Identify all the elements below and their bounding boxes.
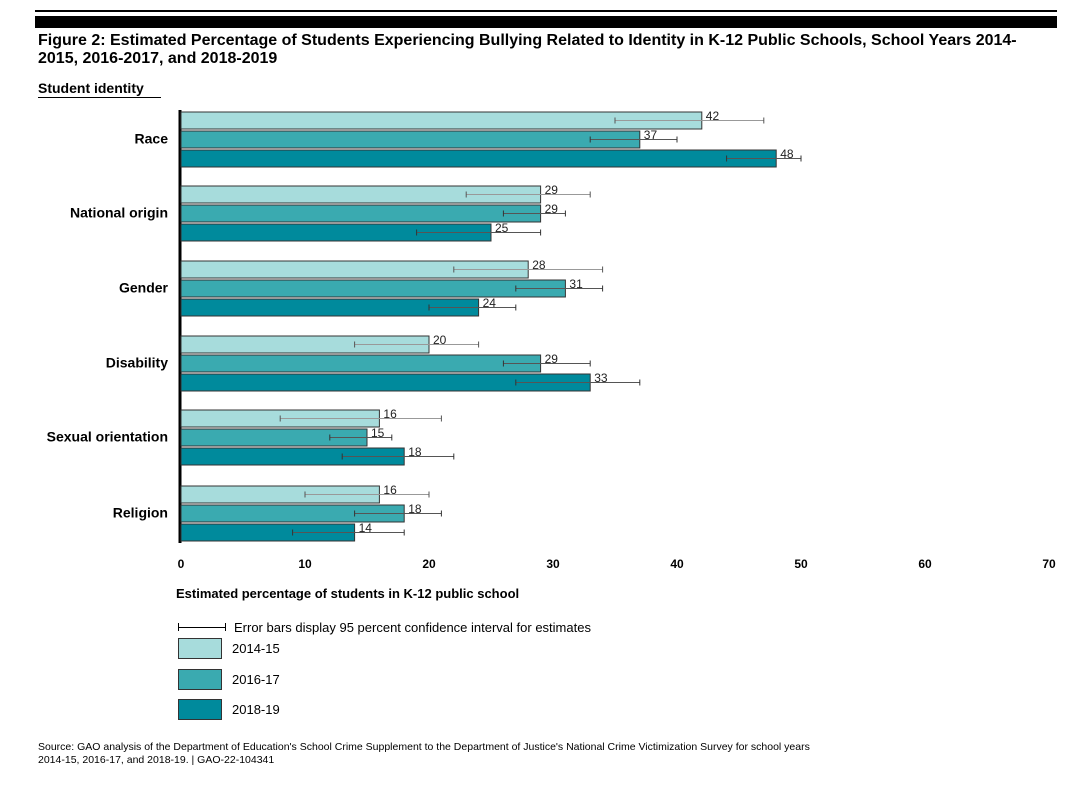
- top-rule-thin: [35, 10, 1057, 12]
- data-label-sexual-orientation-2016-17: 15: [371, 426, 385, 440]
- x-tick-label: 60: [918, 557, 932, 571]
- data-label-disability-2014-15: 20: [433, 333, 447, 347]
- legend-item-2014-15: 2014-15: [178, 638, 280, 659]
- category-label-sexual-orientation: Sexual orientation: [47, 429, 168, 445]
- group-axis-label: Student identity: [38, 80, 161, 98]
- legend-error-bar: Error bars display 95 percent confidence…: [178, 620, 591, 635]
- data-label-gender-2016-17: 31: [569, 277, 583, 291]
- bar-disability-2016-17: [180, 354, 542, 373]
- bar-gender-2016-17: [180, 279, 566, 298]
- data-label-national-origin-2016-17: 29: [545, 202, 559, 216]
- category-label-disability: Disability: [106, 355, 168, 371]
- data-label-religion-2014-15: 16: [383, 483, 397, 497]
- legend-label-2014-15: 2014-15: [232, 641, 280, 656]
- data-label-race-2016-17: 37: [644, 128, 658, 142]
- error-bar-symbol: [178, 623, 226, 632]
- data-label-race-2014-15: 42: [706, 109, 720, 123]
- data-label-national-origin-2018-19: 25: [495, 221, 509, 235]
- category-label-gender: Gender: [119, 280, 169, 296]
- legend-error-note: Error bars display 95 percent confidence…: [234, 620, 591, 635]
- legend-label-2018-19: 2018-19: [232, 702, 280, 717]
- x-tick-label: 10: [298, 557, 312, 571]
- data-label-national-origin-2014-15: 29: [545, 183, 559, 197]
- legend-swatch-2018-19: [178, 699, 222, 720]
- x-tick-label: 30: [546, 557, 560, 571]
- x-axis-title: Estimated percentage of students in K-12…: [176, 586, 520, 601]
- bar-race-2016-17: [180, 130, 641, 149]
- bar-national-origin-2016-17: [180, 204, 542, 223]
- source-note: Source: GAO analysis of the Department o…: [38, 741, 810, 766]
- x-tick-label: 0: [178, 557, 185, 571]
- x-tick-label: 70: [1042, 557, 1056, 571]
- top-rule-thick: [35, 16, 1057, 28]
- figure-title: Figure 2: Estimated Percentage of Studen…: [38, 32, 1017, 67]
- x-tick-label: 40: [670, 557, 684, 571]
- legend-item-2016-17: 2016-17: [178, 669, 280, 690]
- category-label-race: Race: [135, 131, 169, 147]
- data-label-sexual-orientation-2014-15: 16: [383, 407, 397, 421]
- x-tick-label: 50: [794, 557, 808, 571]
- legend-swatch-2016-17: [178, 669, 222, 690]
- x-tick-label: 20: [422, 557, 436, 571]
- category-label-national-origin: National origin: [70, 205, 168, 221]
- data-label-gender-2014-15: 28: [532, 258, 546, 272]
- legend-item-2018-19: 2018-19: [178, 699, 280, 720]
- legend-label-2016-17: 2016-17: [232, 672, 280, 687]
- data-label-race-2018-19: 48: [780, 147, 794, 161]
- data-label-sexual-orientation-2018-19: 18: [408, 445, 422, 459]
- category-label-religion: Religion: [113, 505, 168, 521]
- data-label-disability-2018-19: 33: [594, 371, 608, 385]
- data-label-religion-2018-19: 14: [359, 521, 373, 535]
- data-label-gender-2018-19: 24: [483, 296, 497, 310]
- legend-swatch-2014-15: [178, 638, 222, 659]
- data-label-disability-2016-17: 29: [545, 352, 559, 366]
- bar-race-2018-19: [180, 149, 777, 168]
- data-label-religion-2016-17: 18: [408, 502, 422, 516]
